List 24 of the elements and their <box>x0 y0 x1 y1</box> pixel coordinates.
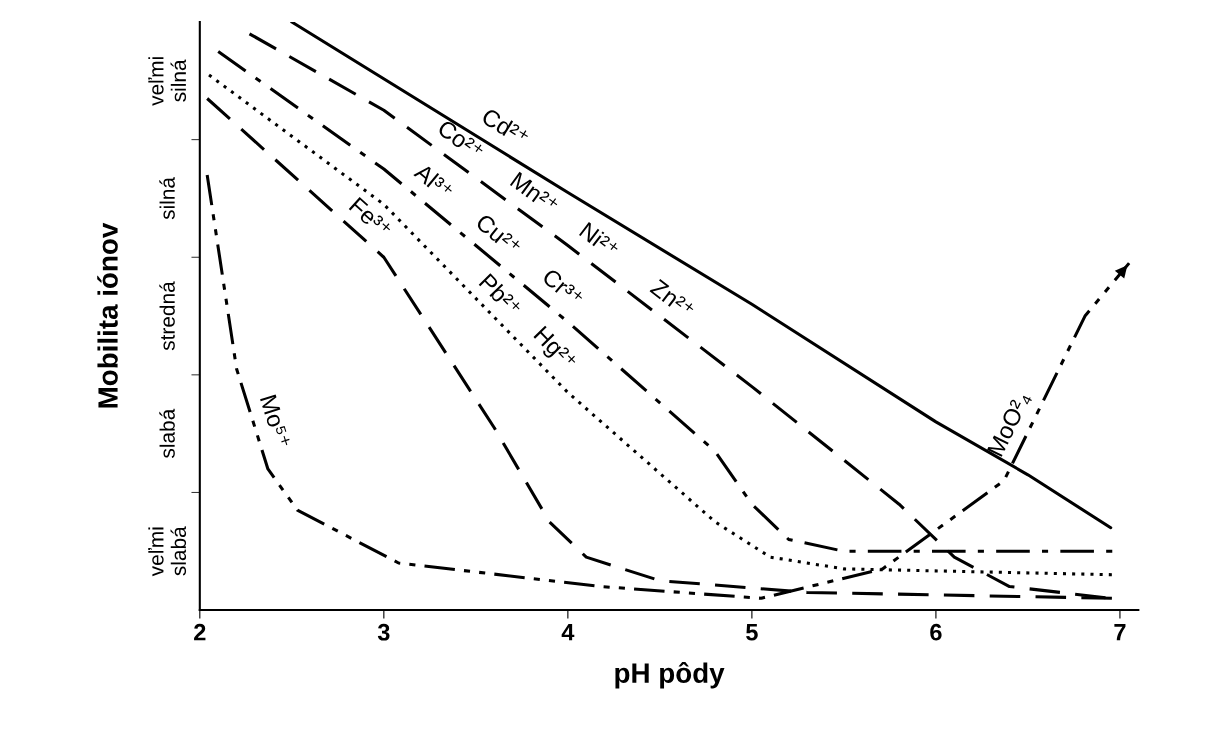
annotation: Hg²⁺ <box>529 325 579 375</box>
x-tick-label: 5 <box>746 624 758 641</box>
x-tick-label: 6 <box>930 623 942 641</box>
annotation: Pb²⁺ <box>478 272 523 318</box>
x-axis-title: pH pôdy <box>615 661 725 689</box>
annotation: Cu²⁺ <box>474 213 523 257</box>
annotation: Mn²⁺ <box>509 171 560 215</box>
x-tick-label: 2 <box>194 623 206 641</box>
annotation: Cd²⁺ <box>480 106 531 147</box>
x-tick-label: 4 <box>561 624 575 641</box>
annotation: Fe³⁺ <box>348 196 393 239</box>
annotation: Cr³⁺ <box>541 267 585 308</box>
annotation: Ni²⁺ <box>579 221 621 259</box>
category-label: veľmi slabá <box>148 526 187 577</box>
x-tick-label: 3 <box>377 623 390 641</box>
annotation: Mo⁵⁺ <box>259 394 291 449</box>
annotation: Al³⁺ <box>413 161 455 201</box>
category-label: veľmi silná <box>148 57 187 106</box>
category-label: silná <box>159 177 175 220</box>
y-axis-title: Mobilita iónov <box>97 222 118 408</box>
category-label: slabá <box>159 408 175 458</box>
x-tick-label: 7 <box>1114 624 1126 641</box>
annotation: Zn²⁺ <box>649 278 696 320</box>
category-label: stredná <box>159 281 175 351</box>
